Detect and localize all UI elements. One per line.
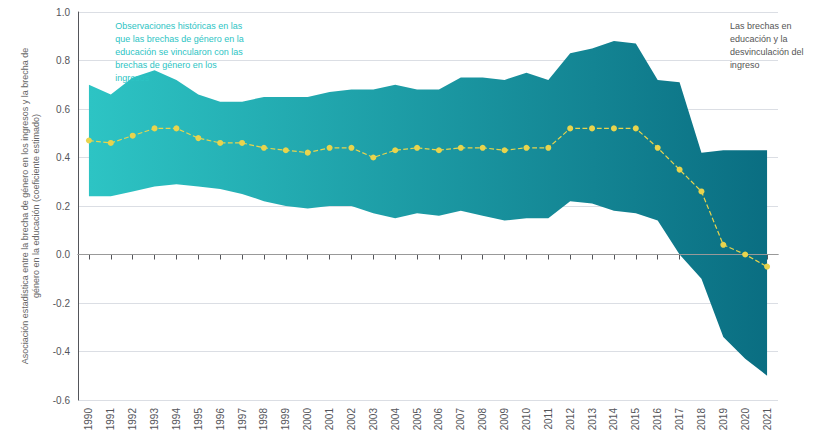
svg-text:1992: 1992: [127, 408, 138, 431]
svg-text:que las brechas de género en l: que las brechas de género en la: [115, 34, 244, 44]
svg-text:-0.2: -0.2: [53, 298, 71, 309]
svg-text:0.8: 0.8: [56, 55, 70, 66]
svg-text:1996: 1996: [215, 408, 226, 431]
svg-text:2020: 2020: [740, 408, 751, 431]
svg-text:0.2: 0.2: [56, 201, 70, 212]
svg-text:2016: 2016: [652, 408, 663, 431]
svg-text:2013: 2013: [587, 408, 598, 431]
svg-text:2003: 2003: [368, 408, 379, 431]
svg-text:2001: 2001: [324, 408, 335, 431]
svg-text:Las brechas en: Las brechas en: [730, 21, 792, 31]
svg-text:desvinculación del: desvinculación del: [730, 47, 804, 57]
svg-text:2011: 2011: [543, 408, 554, 430]
svg-text:Asociación estadística entre l: Asociación estadística entre la brecha d…: [20, 48, 30, 365]
svg-text:2018: 2018: [696, 408, 707, 431]
svg-text:1997: 1997: [237, 408, 248, 431]
svg-text:2010: 2010: [521, 408, 532, 431]
svg-text:Observaciones históricas en la: Observaciones históricas en las: [115, 21, 243, 31]
svg-text:2021: 2021: [762, 408, 773, 431]
svg-text:2002: 2002: [346, 408, 357, 431]
svg-text:género en la educación (coefic: género en la educación (coeficiente esti…: [31, 114, 41, 298]
svg-text:ingresos: ingresos: [115, 73, 150, 83]
svg-text:1995: 1995: [193, 408, 204, 431]
svg-text:0.4: 0.4: [56, 152, 70, 163]
svg-text:1993: 1993: [149, 408, 160, 431]
svg-text:1.0: 1.0: [56, 7, 70, 18]
svg-text:educación se vincularon con la: educación se vincularon con las: [115, 47, 243, 57]
svg-text:2015: 2015: [630, 408, 641, 431]
svg-text:2012: 2012: [565, 408, 576, 431]
svg-text:2007: 2007: [455, 408, 466, 431]
svg-text:0.6: 0.6: [56, 104, 70, 115]
svg-text:2014: 2014: [608, 408, 619, 431]
svg-text:2006: 2006: [433, 408, 444, 431]
svg-text:2008: 2008: [477, 408, 488, 431]
svg-text:2004: 2004: [390, 408, 401, 431]
svg-text:1990: 1990: [83, 408, 94, 431]
svg-text:educación y la: educación y la: [730, 34, 788, 44]
svg-text:-0.4: -0.4: [53, 346, 71, 357]
svg-text:2017: 2017: [674, 408, 685, 431]
svg-text:0.0: 0.0: [56, 249, 70, 260]
svg-text:2000: 2000: [302, 408, 313, 431]
svg-text:2009: 2009: [499, 408, 510, 431]
svg-text:1991: 1991: [105, 408, 116, 431]
svg-text:2019: 2019: [718, 408, 729, 431]
svg-text:1999: 1999: [280, 408, 291, 431]
svg-text:ingreso: ingreso: [730, 60, 760, 70]
svg-text:1998: 1998: [258, 408, 269, 431]
svg-text:brechas de género en los: brechas de género en los: [115, 60, 217, 70]
svg-text:2005: 2005: [412, 408, 423, 431]
svg-text:1994: 1994: [171, 408, 182, 431]
svg-text:-0.6: -0.6: [53, 395, 71, 406]
